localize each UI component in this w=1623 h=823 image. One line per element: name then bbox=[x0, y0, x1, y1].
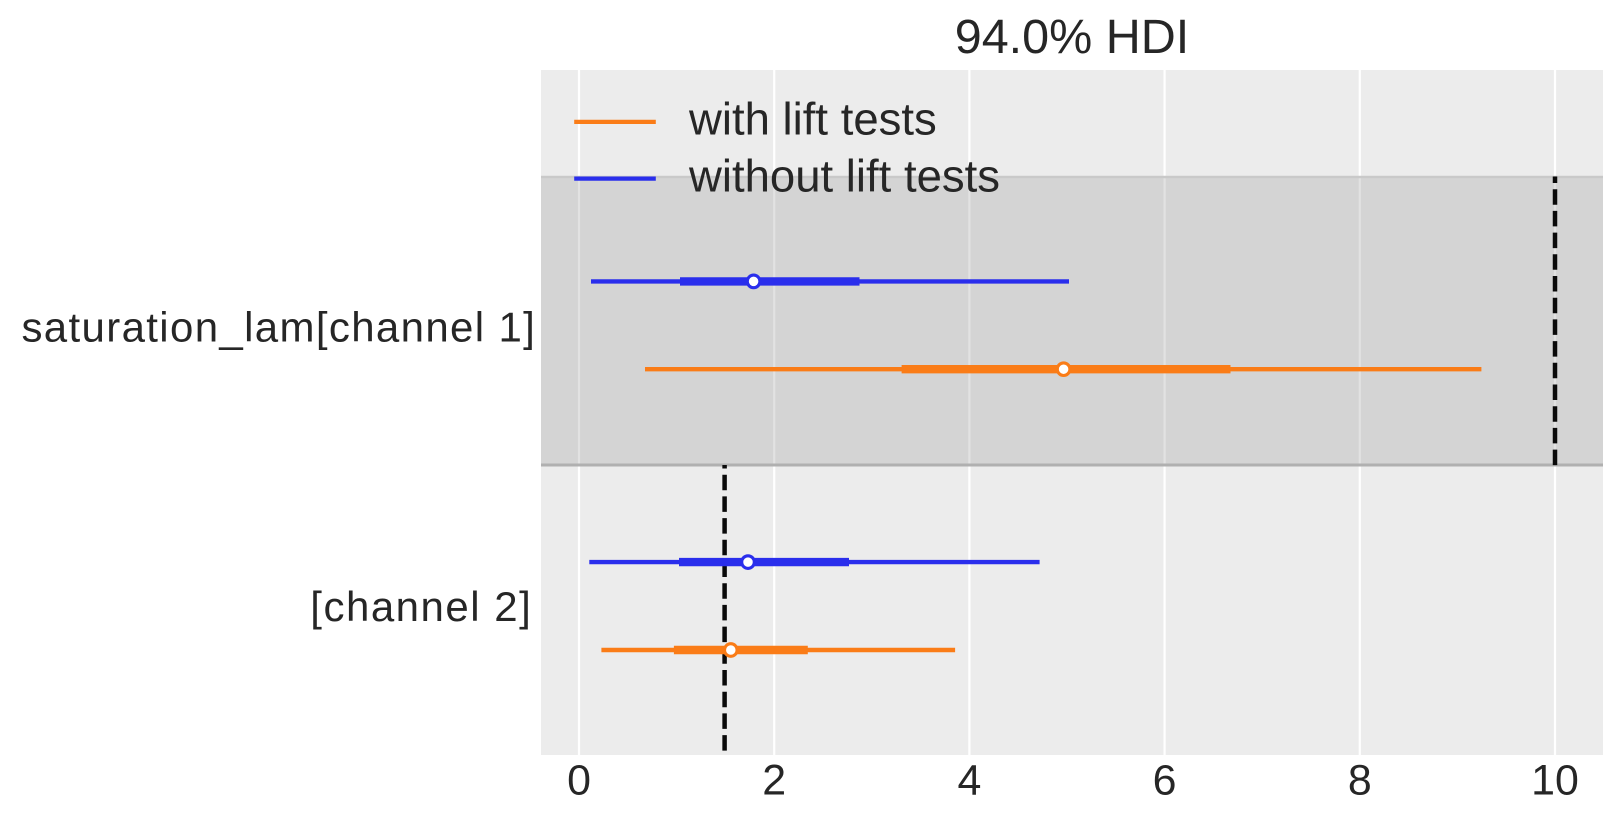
svg-text:8: 8 bbox=[1348, 757, 1372, 805]
svg-text:with lift tests: with lift tests bbox=[688, 94, 937, 145]
svg-text:2: 2 bbox=[762, 757, 786, 805]
svg-text:10: 10 bbox=[1531, 757, 1579, 805]
svg-text:6: 6 bbox=[1153, 757, 1177, 805]
svg-text:0: 0 bbox=[567, 757, 591, 805]
svg-text:[channel 2]: [channel 2] bbox=[310, 583, 532, 630]
svg-text:94.0% HDI: 94.0% HDI bbox=[955, 10, 1190, 64]
svg-text:4: 4 bbox=[957, 757, 981, 805]
svg-text:without lift tests: without lift tests bbox=[688, 150, 1000, 201]
svg-text:saturation_lam[channel 1]: saturation_lam[channel 1] bbox=[21, 304, 536, 351]
